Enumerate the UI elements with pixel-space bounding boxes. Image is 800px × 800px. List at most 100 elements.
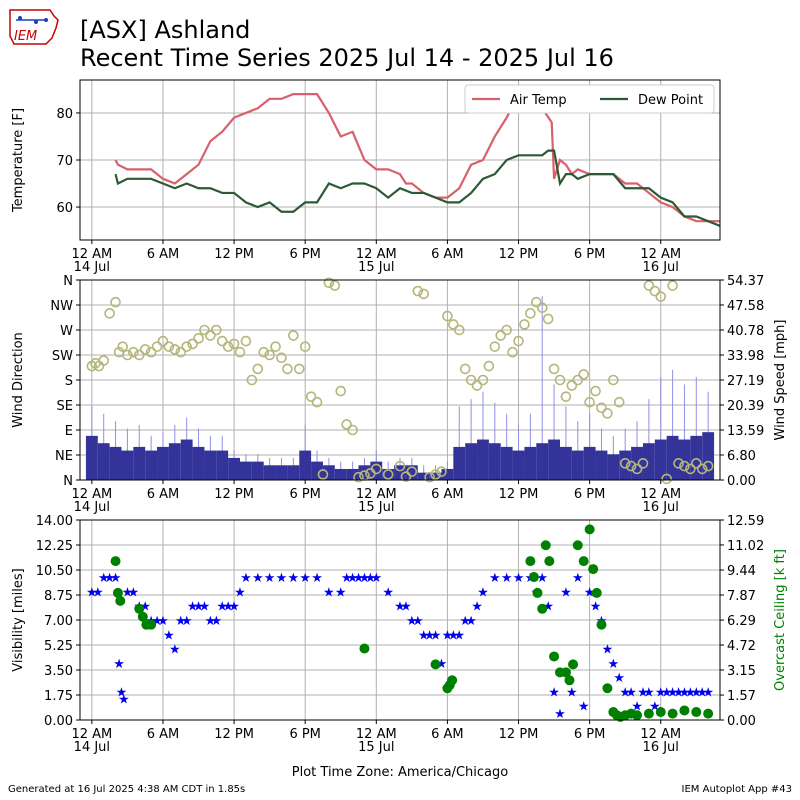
wind-direction-point — [145, 346, 157, 358]
x-tick-sublabel: 15 Jul — [358, 740, 394, 755]
ceiling-point — [578, 556, 589, 567]
wind-direction-point — [596, 402, 607, 414]
wind-direction-point — [299, 341, 311, 352]
wind-direction-point — [436, 466, 447, 477]
wind-direction-point — [329, 280, 341, 291]
wind-direction-point — [685, 463, 696, 475]
visibility-point: ★ — [288, 571, 300, 586]
x-tick-label: 12 AM — [640, 247, 681, 262]
x-tick-sublabel: 16 Jul — [643, 740, 679, 755]
x-tick-label: 6 AM — [147, 247, 180, 262]
wind-speed-bar — [477, 439, 489, 480]
wind-direction-point — [216, 335, 228, 347]
wind-speed-bar — [417, 472, 430, 480]
wind-direction-point — [335, 385, 347, 397]
x-tick-label: 6 AM — [431, 247, 464, 262]
visibility-point: ★ — [685, 685, 697, 700]
wind-direction-point — [157, 335, 169, 347]
ceiling-point — [584, 524, 595, 535]
wind-speed-bar — [571, 450, 584, 480]
wind-speed-bar — [85, 435, 98, 480]
visibility-point: ★ — [341, 571, 353, 586]
y2-tick-label: 7.87 — [727, 589, 756, 604]
visibility-point: ★ — [679, 685, 691, 700]
footer-app: IEM Autoplot App #43 — [681, 784, 792, 795]
x-tick-label: 12 AM — [356, 247, 397, 262]
visibility-point: ★ — [193, 600, 205, 615]
visibility-point: ★ — [536, 571, 548, 586]
x-tick-label: 6 AM — [147, 727, 180, 742]
wind-direction-point — [679, 460, 690, 472]
wind-direction-point — [246, 374, 258, 386]
wind-direction-point — [507, 346, 518, 358]
wind-direction-point — [566, 380, 578, 391]
wind-direction-point — [602, 408, 613, 419]
wind-direction-point — [453, 324, 465, 336]
wind-direction-point — [110, 296, 121, 308]
x-axis-label: Plot Time Zone: America/Chicago — [292, 765, 508, 780]
ceiling-point — [691, 707, 702, 718]
wind-direction-point — [104, 308, 115, 319]
wind-speed-bar — [311, 461, 323, 480]
y-tick-label: S — [65, 374, 73, 389]
wind-direction-point — [276, 352, 287, 364]
visibility-point: ★ — [181, 614, 193, 629]
x-tick-sublabel: 15 Jul — [358, 500, 394, 515]
y-axis-label: Wind Direction — [11, 332, 26, 428]
wind-speed-bar — [690, 435, 703, 480]
visibility-point: ★ — [323, 585, 335, 600]
visibility-point: ★ — [157, 614, 169, 629]
visibility-point: ★ — [578, 700, 590, 715]
wind-speed-bar — [500, 446, 513, 480]
wind-direction-point — [530, 296, 542, 308]
x-tick-label: 6 PM — [289, 727, 320, 742]
wind-speed-bar — [180, 439, 193, 480]
wind-direction-point — [205, 330, 216, 341]
y-tick-label: SW — [52, 349, 73, 364]
x-tick-sublabel: 16 Jul — [643, 500, 679, 515]
wind-speed-bar — [275, 465, 288, 480]
visibility-point: ★ — [542, 600, 554, 615]
y-tick-label: 60 — [56, 201, 73, 216]
x-tick-label: 6 AM — [431, 487, 464, 502]
y2-tick-label: 12.59 — [727, 514, 764, 529]
wind-speed-bar — [642, 443, 655, 480]
visibility-point: ★ — [406, 614, 418, 629]
wind-speed-bar — [334, 468, 347, 480]
y2-tick-label: 40.78 — [727, 324, 764, 339]
wind-direction-point — [536, 302, 548, 314]
visibility-point: ★ — [234, 585, 246, 600]
wind-direction-point — [483, 360, 495, 372]
wind-direction-point — [181, 341, 192, 352]
wind-speed-bar — [619, 450, 632, 480]
visibility-point: ★ — [548, 685, 560, 700]
ceiling-point — [588, 564, 599, 575]
wind-speed-bar — [240, 461, 252, 480]
wind-direction-point — [418, 288, 430, 300]
y-tick-label: 7.00 — [44, 614, 73, 629]
visibility-point: ★ — [471, 600, 483, 615]
wind-direction-point — [631, 463, 643, 475]
x-tick-label: 6 PM — [289, 247, 320, 262]
wind-speed-bar — [548, 439, 560, 480]
x-tick-label: 12 AM — [71, 727, 112, 742]
wind-speed-bar — [192, 446, 205, 480]
y2-tick-label: 0.00 — [727, 474, 756, 489]
wind-direction-point — [311, 396, 323, 408]
series-line-dew-point — [114, 149, 721, 227]
visibility-point: ★ — [400, 600, 412, 615]
visibility-point: ★ — [240, 571, 252, 586]
visibility-point: ★ — [110, 571, 122, 586]
visibility-point: ★ — [661, 685, 673, 700]
legend: Air Temp Dew Point — [464, 84, 715, 114]
visibility-point: ★ — [98, 571, 110, 586]
visibility-point: ★ — [92, 585, 104, 600]
wind-speed-bar — [607, 454, 620, 480]
visibility-point: ★ — [649, 700, 661, 715]
wind-speed-bar — [465, 443, 478, 480]
visibility-point: ★ — [453, 628, 465, 643]
x-tick-label: 12 PM — [214, 727, 254, 742]
wind-direction-point — [590, 385, 601, 397]
ceiling-point — [537, 603, 548, 614]
